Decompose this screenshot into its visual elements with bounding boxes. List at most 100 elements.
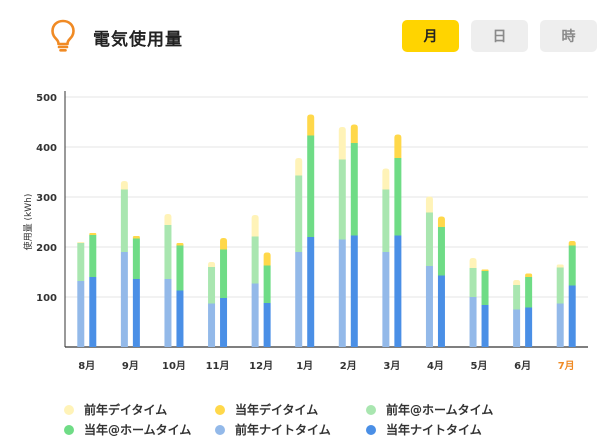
bar-segment <box>164 214 172 225</box>
bar-segment <box>481 269 489 271</box>
legend-label: 当年@ホームタイム <box>84 423 192 437</box>
bar-segment <box>295 175 303 252</box>
legend-item: 前年ナイトタイム <box>215 421 331 438</box>
bar-segment <box>425 212 433 266</box>
bar-segment <box>263 303 271 347</box>
tab-day[interactable]: 日 <box>471 20 528 52</box>
bar-segment <box>176 290 184 347</box>
bar-segment <box>513 280 521 285</box>
tab-hour[interactable]: 時 <box>540 20 597 52</box>
bar-segment <box>263 265 271 303</box>
bar-segment <box>89 233 97 235</box>
bar-segment <box>469 268 477 297</box>
x-tick-label: 8月 <box>78 360 95 372</box>
bar-segment <box>525 307 533 347</box>
bar-segment <box>132 279 140 347</box>
bar-segment <box>350 235 358 347</box>
bar-segment <box>382 252 390 347</box>
x-tick-label: 7月 <box>558 360 575 372</box>
bar-segment <box>263 252 271 266</box>
legend-swatch <box>366 424 376 435</box>
legend-label: 当年ナイトタイム <box>386 423 482 437</box>
legend-label: 前年ナイトタイム <box>235 423 331 437</box>
bar-segment <box>525 277 533 308</box>
bar-segment <box>568 245 576 286</box>
bar-segment <box>220 249 228 298</box>
legend-swatch <box>215 424 225 435</box>
bar-segment <box>208 303 216 347</box>
legend-label: 前年デイタイム <box>84 403 168 417</box>
bar-segment <box>89 235 97 277</box>
bar-segment <box>469 258 477 268</box>
bar-segment <box>525 273 533 277</box>
x-tick-label: 11月 <box>206 360 230 372</box>
bar-segment <box>295 158 303 176</box>
x-tick-label: 6月 <box>514 360 531 372</box>
bar-segment <box>120 252 128 347</box>
bar-segment <box>251 215 259 237</box>
bar-segment <box>307 237 315 347</box>
bar-segment <box>338 159 346 240</box>
bar-segment <box>513 309 521 347</box>
bar-segment <box>120 181 128 190</box>
bar-segment <box>556 264 564 268</box>
bar-segment <box>556 267 564 304</box>
bar-segment <box>350 124 358 143</box>
bar-segment <box>164 225 172 279</box>
x-tick-label: 5月 <box>471 360 488 372</box>
bar-segment <box>382 168 390 190</box>
y-tick-label: 200 <box>36 243 57 254</box>
x-tick-label: 3月 <box>383 360 400 372</box>
bar-segment <box>338 127 346 160</box>
legend-label: 当年デイタイム <box>235 403 319 417</box>
bar-segment <box>176 245 184 291</box>
y-tick-label: 300 <box>36 193 57 204</box>
bar-segment <box>350 143 358 236</box>
bar-segment <box>394 134 402 158</box>
legend-item: 前年デイタイム <box>64 401 167 418</box>
bar-segment <box>469 297 477 347</box>
page-title: 電気使用量 <box>93 30 183 50</box>
bar-segment <box>437 275 445 347</box>
legend-item: 当年@ホームタイム <box>64 421 191 438</box>
x-tick-label: 1月 <box>296 360 313 372</box>
bar-segment <box>307 135 315 237</box>
legend-swatch <box>366 404 376 415</box>
legend-swatch <box>215 404 225 415</box>
legend-label: 前年@ホームタイム <box>386 403 494 417</box>
bar-segment <box>251 236 259 284</box>
bar-segment <box>208 267 216 304</box>
bar-segment <box>251 283 259 347</box>
bar-segment <box>295 252 303 347</box>
bar-segment <box>77 281 85 347</box>
legend-item: 当年デイタイム <box>215 401 318 418</box>
bar-segment <box>425 266 433 347</box>
legend-swatch <box>64 404 74 415</box>
bar-segment <box>556 303 564 347</box>
bar-segment <box>164 279 172 347</box>
legend: 前年デイタイム 当年デイタイム 前年@ホームタイム 当年@ホームタイム 前年ナイ… <box>0 395 615 447</box>
bar-segment <box>77 242 85 243</box>
bar-segment <box>481 271 489 305</box>
bar-segment <box>208 262 216 267</box>
bar-segment <box>513 285 521 310</box>
tab-month[interactable]: 月 <box>402 20 459 52</box>
bar-segment <box>382 189 390 252</box>
legend-swatch <box>64 424 74 435</box>
bar-segment <box>132 238 140 279</box>
bar-segment <box>77 243 85 281</box>
lightbulb-icon <box>51 19 75 52</box>
bar-segment <box>425 196 433 213</box>
x-tick-label: 12月 <box>249 360 273 372</box>
legend-item: 当年ナイトタイム <box>366 421 482 438</box>
bar-segment <box>220 298 228 347</box>
bar-segment <box>568 241 576 246</box>
bar-segment <box>481 305 489 347</box>
x-tick-label: 9月 <box>122 360 139 372</box>
bar-segment <box>132 236 140 239</box>
header: 電気使用量 月 日 時 <box>0 0 615 80</box>
x-tick-label: 2月 <box>340 360 357 372</box>
y-tick-label: 100 <box>36 293 57 304</box>
bar-segment <box>437 216 445 227</box>
bar-segment <box>437 227 445 276</box>
